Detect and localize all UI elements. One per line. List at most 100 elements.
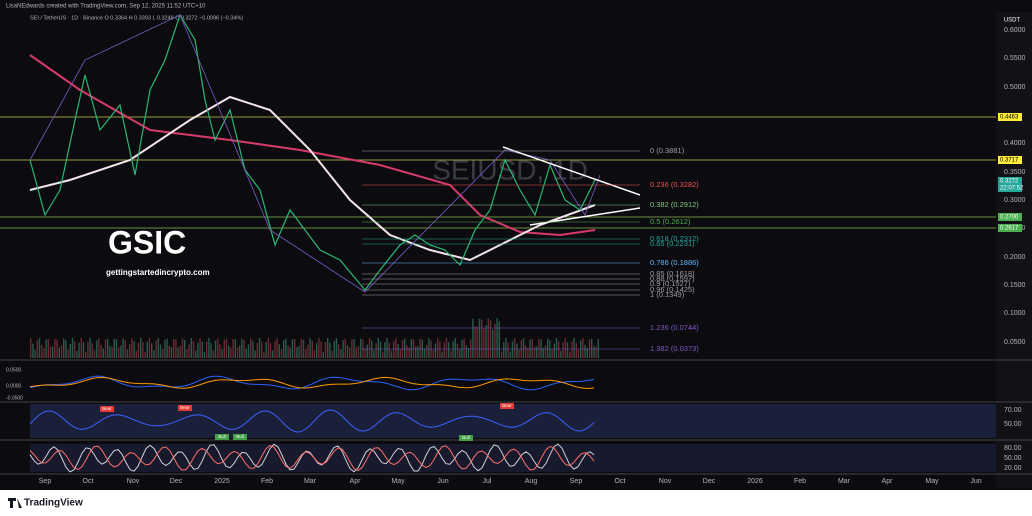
volume-bar [560,351,562,358]
volume-bar [285,338,287,358]
time-label: Jul [483,478,492,485]
volume-bar [349,347,351,358]
time-label: Apr [350,478,362,485]
volume-bar [309,338,311,358]
price-label: 0.0500 [1004,339,1026,346]
volume-bar [500,351,503,358]
volume-bar [67,349,69,358]
volume-bar [234,339,236,358]
volume-bar [437,338,439,358]
volume-bar [450,351,452,358]
volume-bar [52,346,54,358]
rsi-signal [459,435,473,441]
rsi-signal [233,434,247,440]
volume-bar [593,346,595,358]
price-tag-label: 0.3272 [1000,179,1019,185]
volume-bar [82,342,85,358]
volume-bar [131,338,133,358]
volume-bar [399,349,401,358]
volume-bar [496,318,498,358]
volume-bar [78,342,80,358]
fib-label: 0.96 (0.1425) [650,285,695,294]
volume-bar [155,340,157,358]
volume-bar [441,351,443,358]
stoch-label: 50.00 [1004,455,1022,462]
ma-50 [29,95,596,262]
volume-bar [56,339,58,358]
volume-bar [415,346,417,358]
volume-bar [538,338,540,358]
footer [0,490,1032,516]
volume-bar [181,338,184,358]
volume-bar [269,342,272,358]
volume-bar [168,345,170,358]
volume-bar [206,341,208,358]
volume-bar [384,342,386,358]
time-label: Oct [83,478,94,485]
volume-bar [280,348,283,358]
volume-bar [307,344,309,358]
volume-bar [164,339,166,358]
price-label: 0.5500 [1004,55,1026,62]
ma-200 [29,54,596,237]
volume-bar [357,346,360,358]
volume-bar [142,342,144,358]
symbol-line: SEI / TetherUS · 1D · Binance O 0.3364 H… [30,15,243,21]
volume-bar [390,350,393,358]
time-label: Nov [127,478,140,485]
volume-bar [96,340,98,358]
volume-bar [302,339,305,358]
price-label: 0.1500 [1004,282,1026,289]
volume-bar [397,343,399,358]
volume-bar [247,344,250,358]
volume-bar [566,342,569,358]
volume-bar [287,345,289,358]
volume-bar [166,338,168,358]
volume-bar [30,338,32,358]
volume-bar [432,349,434,358]
volume-bar [109,346,111,358]
volume-bar [36,340,38,358]
fib-label: 1 (0.1349) [650,290,685,299]
price-tag-label: 0.2617 [1000,226,1019,232]
volume-bar [212,350,214,358]
volume-bar [261,341,263,358]
volume-bar [65,340,67,358]
volume-bar [338,344,340,358]
volume-bar [197,342,199,358]
time-label: Mar [838,478,851,485]
time-label: Aug [525,478,538,485]
volume-bar [536,346,538,358]
volume-bar [283,339,285,358]
volume-bar [199,338,201,358]
volume-bar [245,348,247,358]
price-label: 0.6000 [1004,27,1026,34]
volume-bar [223,339,225,358]
time-label: Dec [703,478,716,485]
fib-label: 0.88 (0.1597) [650,274,695,283]
volume-bar [80,338,82,358]
volume-bar [153,350,155,358]
author-line: LisaNEdwards created with TradingView.co… [6,4,206,10]
volume-bar [58,347,60,358]
volume-bar [428,338,430,358]
volume-bar [507,342,509,358]
volume-bar [38,338,41,358]
volume-bar [364,348,366,358]
volume-bar [525,344,527,358]
volume-bar [344,338,346,358]
volume-bar [360,338,362,358]
time-label: Jun [970,478,981,485]
volume-bar [571,341,573,358]
volume-bar [177,347,179,358]
time-label: 2026 [747,478,763,485]
volume-bar [272,350,274,358]
price-tag [998,177,1022,185]
volume-bar [144,351,146,358]
volume-bar [135,350,137,358]
volume-bar [318,338,320,358]
volume-bar [186,348,188,358]
time-label: Jun [437,478,448,485]
volume-bar [412,338,415,358]
volume-bar [377,338,379,358]
